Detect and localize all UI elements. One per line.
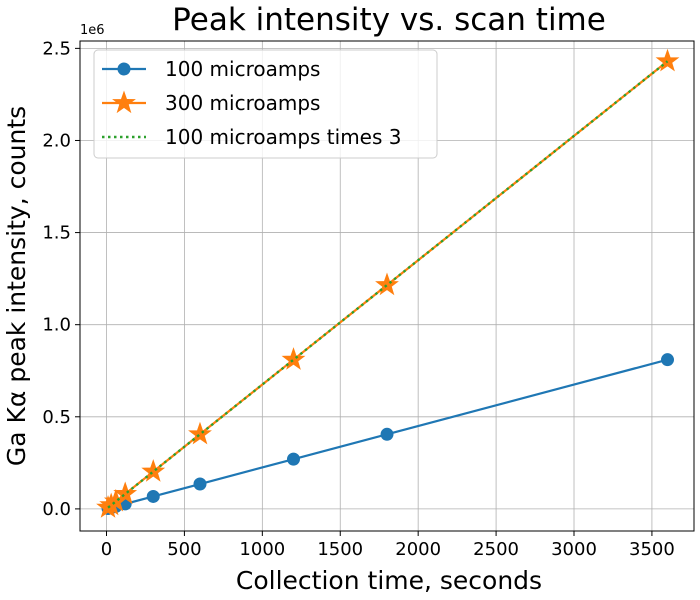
y-axis-title: Ga Kα peak intensity, counts [2,106,31,466]
x-tick-label: 1500 [317,539,363,560]
legend-label: 300 microamps [165,91,320,115]
star-marker [655,48,680,72]
x-tick-label: 2500 [473,539,519,560]
legend: 100 microamps 300 microamps 100 microamps … [93,49,438,159]
legend-item: 100 microamps [102,57,320,81]
x-tick-label: 0 [101,539,112,560]
ticks: 0 500 1000 1500 2000 2500 3000 3500 0.0 0.5 1.0 1.5… [42,38,674,560]
circle-marker [146,489,160,503]
circle-marker [193,477,207,491]
y-axis-offset-label: 1e6 [80,23,105,38]
star-marker [375,272,399,296]
legend-label: 100 microamps times 3 [165,125,401,149]
legend-frame [93,49,438,159]
x-tick-label: 500 [167,539,201,560]
y-tick-label: 1.5 [42,223,71,244]
star-marker [188,421,212,445]
legend-item: 300 microamps [102,90,320,115]
y-tick-label: 0.5 [42,407,71,428]
series-1 [96,48,680,518]
x-tick-label: 2000 [395,539,441,560]
x-axis-title: Collection time, seconds [236,566,542,595]
y-tick-label: 2.5 [42,38,71,59]
legend-marker [112,90,136,114]
star-marker [281,347,306,370]
plot-frame [79,40,695,532]
circle-marker [661,353,675,367]
chart-title: Peak intensity vs. scan time [172,2,606,38]
y-tick-label: 0.0 [42,499,71,520]
legend-item: 100 microamps times 3 [102,125,401,149]
star-marker [113,481,138,505]
x-tick-label: 3000 [551,539,597,560]
x-tick-label: 1000 [239,539,285,560]
star-marker [141,459,166,482]
series-layer [96,48,680,518]
series-0 [101,353,675,515]
legend-marker [117,62,131,76]
circle-marker [380,427,394,441]
x-tick-label: 3500 [629,539,675,560]
y-tick-label: 2.0 [42,130,71,151]
circle-marker [286,452,300,466]
legend-label: 100 microamps [165,57,320,81]
y-tick-label: 1.0 [42,315,71,336]
